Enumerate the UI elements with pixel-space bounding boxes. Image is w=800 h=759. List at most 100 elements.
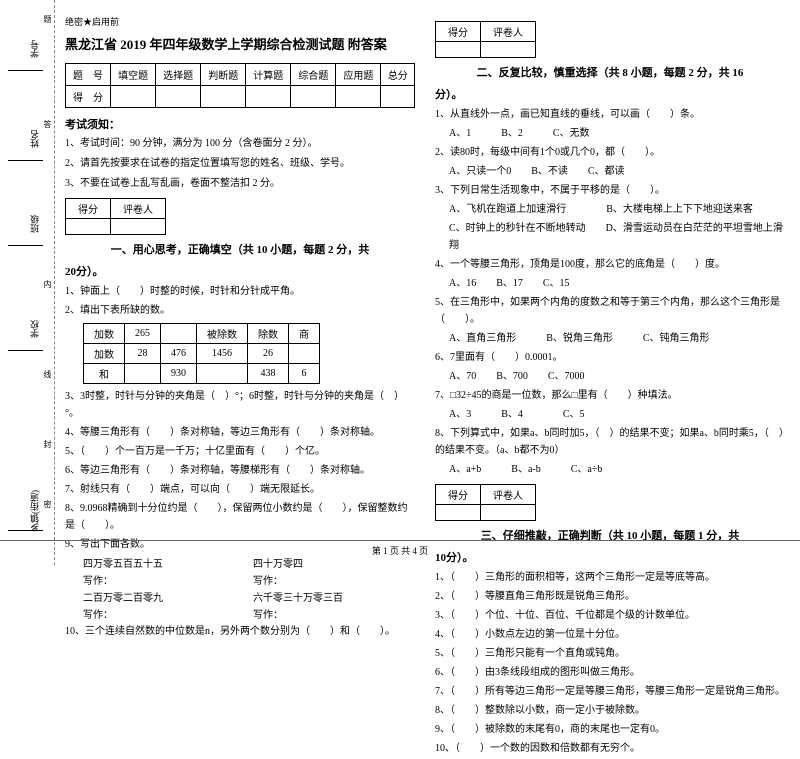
cell: 评卷人	[481, 22, 536, 42]
cell	[381, 86, 415, 108]
cell	[436, 42, 481, 58]
question: 5、（ ）个一百万是一千万；十亿里面有（ ）个亿。	[65, 443, 415, 460]
margin-label-class: 班级	[28, 215, 41, 233]
cell	[111, 219, 166, 235]
cell	[481, 42, 536, 58]
cell	[436, 505, 481, 521]
margin-label-town: 乡镇(街道)	[28, 490, 41, 532]
notice-heading: 考试须知：	[65, 116, 415, 132]
cell: 得分	[436, 485, 481, 505]
cell	[246, 86, 291, 108]
question: 6、（ ）由3条线段组成的图形叫做三角形。	[435, 664, 785, 681]
question: 8、9.0968精确到十分位约是（ ），保留两位小数约是（ ），保留整数约是（ …	[65, 500, 415, 534]
question: 10、（ ）一个数的因数和倍数都有无穷个。	[435, 740, 785, 757]
cell: 总分	[381, 64, 415, 86]
table-row: 得 分	[66, 86, 415, 108]
margin-field	[8, 350, 43, 351]
section-score-box: 得分评卷人	[435, 21, 536, 58]
fold-mark: 答	[42, 120, 53, 128]
question: 6、7里面有（ ）0.0001。	[435, 349, 785, 366]
cell: 得分	[436, 22, 481, 42]
question: 8、（ ）整数除以小数，商一定小于被除数。	[435, 702, 785, 719]
cell	[66, 219, 111, 235]
question: 4、（ ）小数点左边的第一位是十分位。	[435, 626, 785, 643]
section-2-cont: 分）。	[435, 86, 785, 102]
options: A、飞机在跑道上加速滑行 B、大楼电梯上上下下地迎送来客	[435, 201, 785, 218]
options: A、1 B、2 C、无数	[435, 125, 785, 142]
options: A、直角三角形 B、锐角三角形 C、钝角三角形	[435, 330, 785, 347]
fold-mark: 封	[42, 440, 53, 448]
question: 6、等边三角形有（ ）条对称轴，等腰梯形有（ ）条对称轴。	[65, 462, 415, 479]
fold-mark: 密	[42, 500, 53, 508]
options: A、3 B、4 C、5	[435, 406, 785, 423]
notice-line: 2、请首先按要求在试卷的指定位置填写您的姓名、班级、学号。	[65, 156, 415, 172]
exam-title: 黑龙江省 2019 年四年级数学上学期综合检测试题 附答案	[65, 34, 415, 53]
cell	[156, 86, 201, 108]
question: 7、（ ）所有等边三角形一定是等腰三角形，等腰三角形一定是锐角三角形。	[435, 683, 785, 700]
notice-line: 3、不要在试卷上乱写乱画，卷面不整洁扣 2 分。	[65, 176, 415, 192]
section-1-title: 一、用心思考，正确填空（共 10 小题，每题 2 分，共	[65, 241, 415, 257]
page-footer: 第 1 页 共 4 页	[0, 540, 800, 557]
cell: 判断题	[201, 64, 246, 86]
question: 5、在三角形中，如果两个内角的度数之和等于第三个内角，那么这个三角形是（ ）。	[435, 294, 785, 328]
question: 2、读80时，每级中间有1个0或几个0，都（ ）。	[435, 144, 785, 161]
cell: 得 分	[66, 86, 111, 108]
question: 3、下列日常生活现象中，不属于平移的是（ ）。	[435, 182, 785, 199]
options: A、70 B、700 C、7000	[435, 368, 785, 385]
cell: 填空题	[111, 64, 156, 86]
section-1-cont: 20分）。	[65, 263, 415, 279]
options: A、16 B、17 C、15	[435, 275, 785, 292]
cell	[336, 86, 381, 108]
left-column: 绝密★启用前 黑龙江省 2019 年四年级数学上学期综合检测试题 附答案 题 号…	[65, 15, 415, 759]
question: 9、（ ）被除数的末尾有0，商的末尾也一定有0。	[435, 721, 785, 738]
binding-margin: 学号 姓名 班级 学校 乡镇(街道) 题 答 内 线 封 密	[0, 0, 55, 565]
write-row: 四万零五百五十五四十万零四	[83, 555, 415, 570]
cell: 评卷人	[481, 485, 536, 505]
secret-tag: 绝密★启用前	[65, 15, 415, 28]
cell	[481, 505, 536, 521]
margin-label-name: 姓名	[28, 130, 41, 148]
options: A、只读一个0 B、不读 C、都读	[435, 163, 785, 180]
question: 1、钟面上（ ）时整的时候，时针和分针成平角。	[65, 283, 415, 300]
fold-mark: 内	[42, 280, 53, 288]
margin-field	[8, 530, 43, 531]
question: 4、一个等腰三角形，顶角是100度，那么它的底角是（ ）度。	[435, 256, 785, 273]
section-2-title: 二、反复比较，慎重选择（共 8 小题，每题 2 分，共 16	[435, 64, 785, 80]
write-row: 二百万零二百零九六千零三十万零三百	[83, 589, 415, 604]
cell: 得分	[66, 199, 111, 219]
cell	[291, 86, 336, 108]
margin-label-school: 学校	[28, 320, 41, 338]
question: 4、等腰三角形有（ ）条对称轴，等边三角形有（ ）条对称轴。	[65, 424, 415, 441]
cell: 综合题	[291, 64, 336, 86]
cell	[201, 86, 246, 108]
options: C、时钟上的秒针在不断地转动 D、滑雪运动员在白茫茫的平坦雪地上滑翔	[435, 220, 785, 254]
question: 5、（ ）三角形只能有一个直角或钝角。	[435, 645, 785, 662]
question: 3、（ ）个位、十位、百位、千位都是个级的计数单位。	[435, 607, 785, 624]
fill-table: 加数265 被除数除数商 加数28476 145626 和930 4386	[83, 323, 320, 384]
cell	[111, 86, 156, 108]
question: 7、□32÷45的商是一位数，那么□里有（ ）种填法。	[435, 387, 785, 404]
cell: 计算题	[246, 64, 291, 86]
question: 7、射线只有（ ）端点，可以向（ ）端无限延长。	[65, 481, 415, 498]
table-row: 加数28476 145626	[84, 344, 320, 364]
section-score-box: 得分评卷人	[65, 198, 166, 235]
write-row: 写作：写作：	[83, 572, 415, 587]
margin-field	[8, 245, 43, 246]
main-score-table: 题 号 填空题 选择题 判断题 计算题 综合题 应用题 总分 得 分	[65, 63, 415, 108]
fold-mark: 题	[42, 15, 53, 23]
question: 2、（ ）等腰直角三角形既是锐角三角形。	[435, 588, 785, 605]
question: 8、下列算式中，如果a、b同时加5，（ ）的结果不变；如果a、b同时乘5，（ ）…	[435, 425, 785, 459]
question: 1、（ ）三角形的面积相等，这两个三角形一定是等底等高。	[435, 569, 785, 586]
cell: 评卷人	[111, 199, 166, 219]
margin-field	[8, 160, 43, 161]
notice-line: 1、考试时间：90 分钟，满分为 100 分（含卷面分 2 分）。	[65, 136, 415, 152]
margin-label-id: 学号	[28, 40, 41, 58]
cell: 应用题	[336, 64, 381, 86]
section-score-box: 得分评卷人	[435, 484, 536, 521]
question: 2、填出下表所缺的数。	[65, 302, 415, 319]
page-content: 绝密★启用前 黑龙江省 2019 年四年级数学上学期综合检测试题 附答案 题 号…	[65, 15, 785, 759]
margin-field	[8, 70, 43, 71]
table-row: 加数265 被除数除数商	[84, 324, 320, 344]
cell: 选择题	[156, 64, 201, 86]
fold-mark: 线	[42, 370, 53, 378]
